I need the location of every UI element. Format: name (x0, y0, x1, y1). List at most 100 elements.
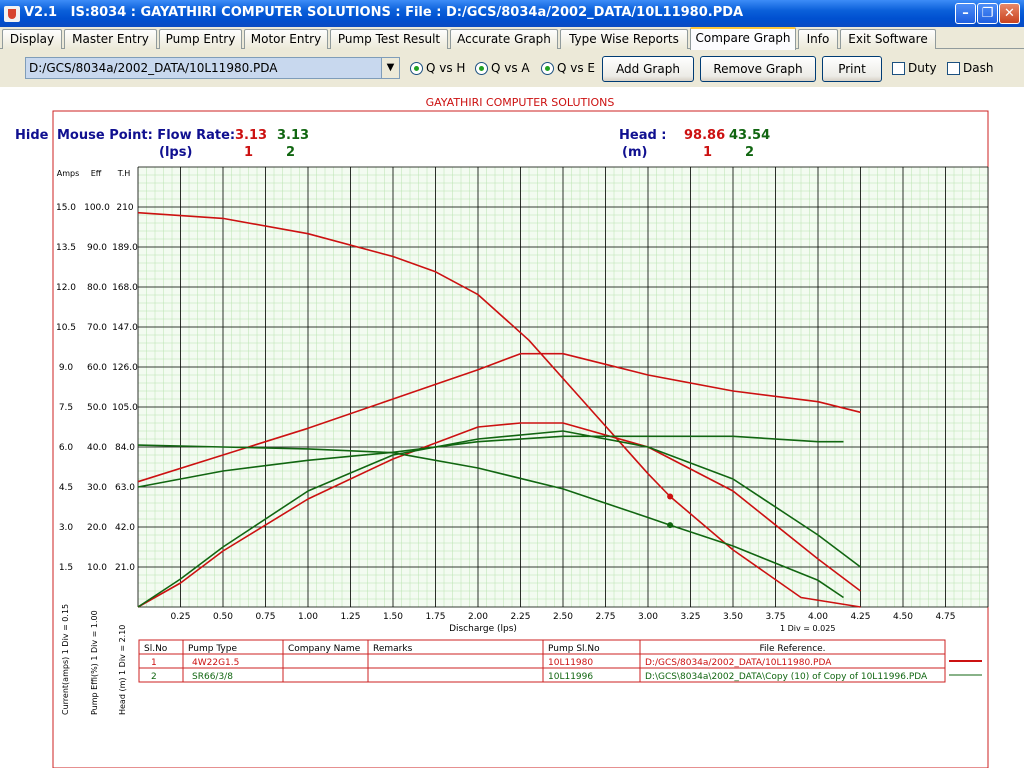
y-scale-note: Pump Effi(%) 1 Div = 1.00 (90, 610, 99, 715)
file-select[interactable]: D:/GCS/8034a/2002_DATA/10L11980.PDA ▼ (25, 57, 400, 79)
y-axis-header: Amps (57, 169, 80, 178)
table-cell: D:/GCS/8034a/2002_DATA/10L11980.PDA (645, 658, 832, 668)
head-series-2: 2 (745, 145, 755, 160)
series-1-head-curve (137, 211, 861, 608)
radio-q-vs-e[interactable] (541, 62, 554, 75)
y-tick-label: 63.0 (115, 483, 135, 493)
table-cell: 1 (151, 658, 157, 668)
y-tick-label: 21.0 (115, 563, 135, 573)
radio-q-vs-a[interactable] (475, 62, 488, 75)
y-tick-label: 147.0 (112, 323, 138, 333)
window-title: V2.1 IS:8034 : GAYATHIRI COMPUTER SOLUTI… (24, 5, 744, 20)
add-graph-button[interactable]: Add Graph (602, 56, 694, 82)
y-tick-label: 210 (116, 203, 133, 213)
title-bar[interactable]: V2.1 IS:8034 : GAYATHIRI COMPUTER SOLUTI… (0, 0, 1024, 27)
tab-pump-test-result[interactable]: Pump Test Result (330, 29, 448, 49)
radio-q-vs-h[interactable] (410, 62, 423, 75)
table-header-cell: Company Name (288, 644, 361, 654)
radio-q-vs-h-label[interactable]: Q vs H (426, 61, 466, 75)
radio-q-vs-e-label[interactable]: Q vs E (557, 61, 596, 75)
minimize-button[interactable]: – (955, 3, 976, 24)
head-value-2: 43.54 (729, 128, 771, 143)
duty-point-marker-1 (667, 493, 674, 500)
tab-accurate-graph[interactable]: Accurate Graph (450, 29, 558, 49)
flow-series-1: 1 (244, 145, 254, 160)
y-tick-label: 168.0 (112, 283, 138, 293)
series-1-current-curve (137, 352, 861, 483)
table-cell: 10L11980 (548, 658, 593, 668)
table-header-cell: Sl.No (144, 644, 168, 654)
table-header-cell: Remarks (373, 644, 413, 654)
tab-bar: Display Master Entry Pump Entry Motor En… (0, 27, 1024, 50)
x-tick-label: 4.75 (935, 612, 955, 622)
x-tick-label: 0.25 (170, 612, 190, 622)
company-title: GAYATHIRI COMPUTER SOLUTIONS (426, 96, 615, 109)
close-button[interactable]: ✕ (999, 3, 1020, 24)
remove-graph-button[interactable]: Remove Graph (700, 56, 816, 82)
print-button[interactable]: Print (822, 56, 882, 82)
maximize-button[interactable]: ❐ (977, 3, 998, 24)
discharge-scale-note: 1 Div = 0.025 (780, 624, 835, 633)
y-tick-label: 10.0 (87, 563, 107, 573)
flow-value-1: 3.13 (235, 128, 268, 143)
compare-chart[interactable]: GAYATHIRI COMPUTER SOLUTIONS 0.25 0.50 0.75… (0, 87, 1024, 768)
y-tick-label: 60.0 (87, 363, 107, 373)
y-tick-label: 15.0 (56, 203, 76, 213)
y-tick-label: 7.5 (59, 403, 73, 413)
y-tick-label: 105.0 (112, 403, 138, 413)
y-tick-label: 30.0 (87, 483, 107, 493)
major-grid (137, 166, 989, 608)
java-app-icon (4, 6, 20, 22)
tab-pump-entry[interactable]: Pump Entry (159, 29, 242, 49)
duty-point-marker-2 (667, 522, 674, 529)
x-tick-label: 3.50 (723, 612, 743, 622)
duty-label[interactable]: Duty (908, 61, 937, 75)
y-scale-note: Current(amps) 1 Div = 0.15 (61, 604, 70, 715)
head-unit-label: (m) (622, 145, 648, 160)
head-label: Head : (619, 128, 667, 143)
table-cell: SR66/3/8 (192, 672, 233, 682)
flow-unit-label: (lps) (159, 145, 193, 160)
x-tick-label: 0.50 (213, 612, 233, 622)
duty-checkbox[interactable] (892, 62, 905, 75)
y-tick-label: 50.0 (87, 403, 107, 413)
dash-checkbox[interactable] (947, 62, 960, 75)
tab-exit-software[interactable]: Exit Software (840, 29, 936, 49)
x-tick-label: 2.75 (595, 612, 615, 622)
x-tick-label: 3.75 (765, 612, 785, 622)
y-tick-label: 70.0 (87, 323, 107, 333)
tab-info[interactable]: Info (798, 29, 838, 49)
pump-table (138, 639, 946, 683)
table-header-cell: Pump Type (188, 644, 237, 654)
x-tick-label: 4.00 (808, 612, 828, 622)
y-tick-label: 1.5 (59, 563, 73, 573)
file-select-value: D:/GCS/8034a/2002_DATA/10L11980.PDA (29, 61, 278, 75)
tab-type-wise-reports[interactable]: Type Wise Reports (560, 29, 688, 49)
y-tick-label: 10.5 (56, 323, 76, 333)
x-tick-label: 2.00 (468, 612, 488, 622)
y-tick-label: 100.0 (84, 203, 110, 213)
radio-q-vs-a-label[interactable]: Q vs A (491, 61, 530, 75)
tab-compare-graph[interactable]: Compare Graph (690, 27, 796, 50)
y-tick-label: 12.0 (56, 283, 76, 293)
x-tick-label: 3.25 (680, 612, 700, 622)
y-tick-label: 90.0 (87, 243, 107, 253)
tab-display[interactable]: Display (2, 29, 62, 49)
table-cell: 10L11996 (548, 672, 593, 682)
toolbar: D:/GCS/8034a/2002_DATA/10L11980.PDA ▼ Q … (0, 49, 1024, 87)
y-tick-label: 42.0 (115, 523, 135, 533)
table-cell: 4W22G1.5 (192, 658, 239, 668)
x-tick-label: 3.00 (638, 612, 658, 622)
dash-label[interactable]: Dash (963, 61, 994, 75)
hide-button[interactable]: Hide (15, 128, 49, 143)
series-1-efficiency-curve (137, 422, 861, 608)
table-header-cell: Pump Sl.No (548, 644, 600, 654)
chevron-down-icon[interactable]: ▼ (381, 58, 399, 78)
tab-master-entry[interactable]: Master Entry (64, 29, 157, 49)
y-tick-label: 4.5 (59, 483, 73, 493)
tab-motor-entry[interactable]: Motor Entry (244, 29, 328, 49)
x-tick-label: 2.50 (553, 612, 573, 622)
flow-value-2: 3.13 (277, 128, 310, 143)
y-axis-header: T.H (117, 169, 131, 178)
